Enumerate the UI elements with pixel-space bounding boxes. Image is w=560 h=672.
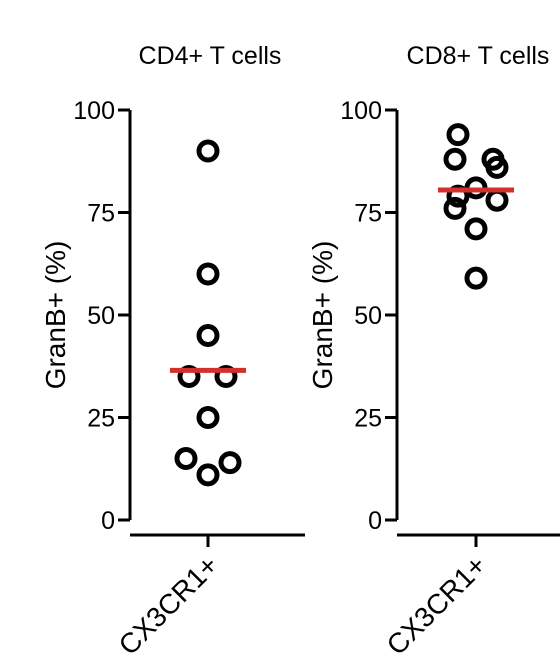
panel1-y-tick-label-25: 25: [87, 405, 115, 433]
panel2-category-label: CX3CR1+: [381, 549, 493, 661]
panel2-y-tick-label-50: 50: [354, 302, 382, 330]
panel2-y-tick-label-100: 100: [340, 97, 382, 125]
panel2-data-point-9: [464, 217, 488, 241]
panel1-data-point-5: [214, 365, 238, 388]
panel2-data-point-2: [443, 147, 467, 171]
panel2-data-point-7: [485, 188, 509, 212]
panel2-y-tick-label-0: 0: [368, 507, 382, 535]
panel2-data-point-4: [485, 155, 509, 179]
panel1-data-point-7: [174, 447, 198, 470]
panel1-y-tick-label-50: 50: [87, 302, 115, 330]
panel1-data-point-6: [196, 406, 220, 429]
panel2-data-point-1: [446, 123, 470, 147]
panel1-data-point-1: [196, 139, 220, 163]
panel1-category-label: CX3CR1+: [113, 549, 225, 661]
panel1-data-point-2: [196, 262, 220, 286]
panel2-data-point-8: [443, 196, 467, 220]
panel1-y-tick-label-0: 0: [101, 507, 115, 535]
panel2-data-point-6: [446, 184, 470, 208]
panel2-y-tick-label-75: 75: [354, 200, 382, 228]
panel1-y-axis-label: GranB+ (%): [40, 241, 71, 390]
panel1-data-point-4: [177, 365, 201, 388]
panel2-y-tick-label-25: 25: [354, 405, 382, 433]
panel1-y-tick-label-100: 100: [73, 97, 115, 125]
panel1-data-point-8: [218, 451, 242, 475]
panel2-data-point-10: [464, 266, 488, 290]
panel1-data-point-9: [196, 463, 220, 487]
panel2-y-axis-label: GranB+ (%): [307, 241, 338, 390]
panel1-data-point-3: [196, 324, 220, 347]
panel1-y-tick-label-75: 75: [87, 200, 115, 228]
panel2-title: CD8+ T cells: [407, 42, 550, 70]
panel1-title: CD4+ T cells: [139, 42, 282, 70]
